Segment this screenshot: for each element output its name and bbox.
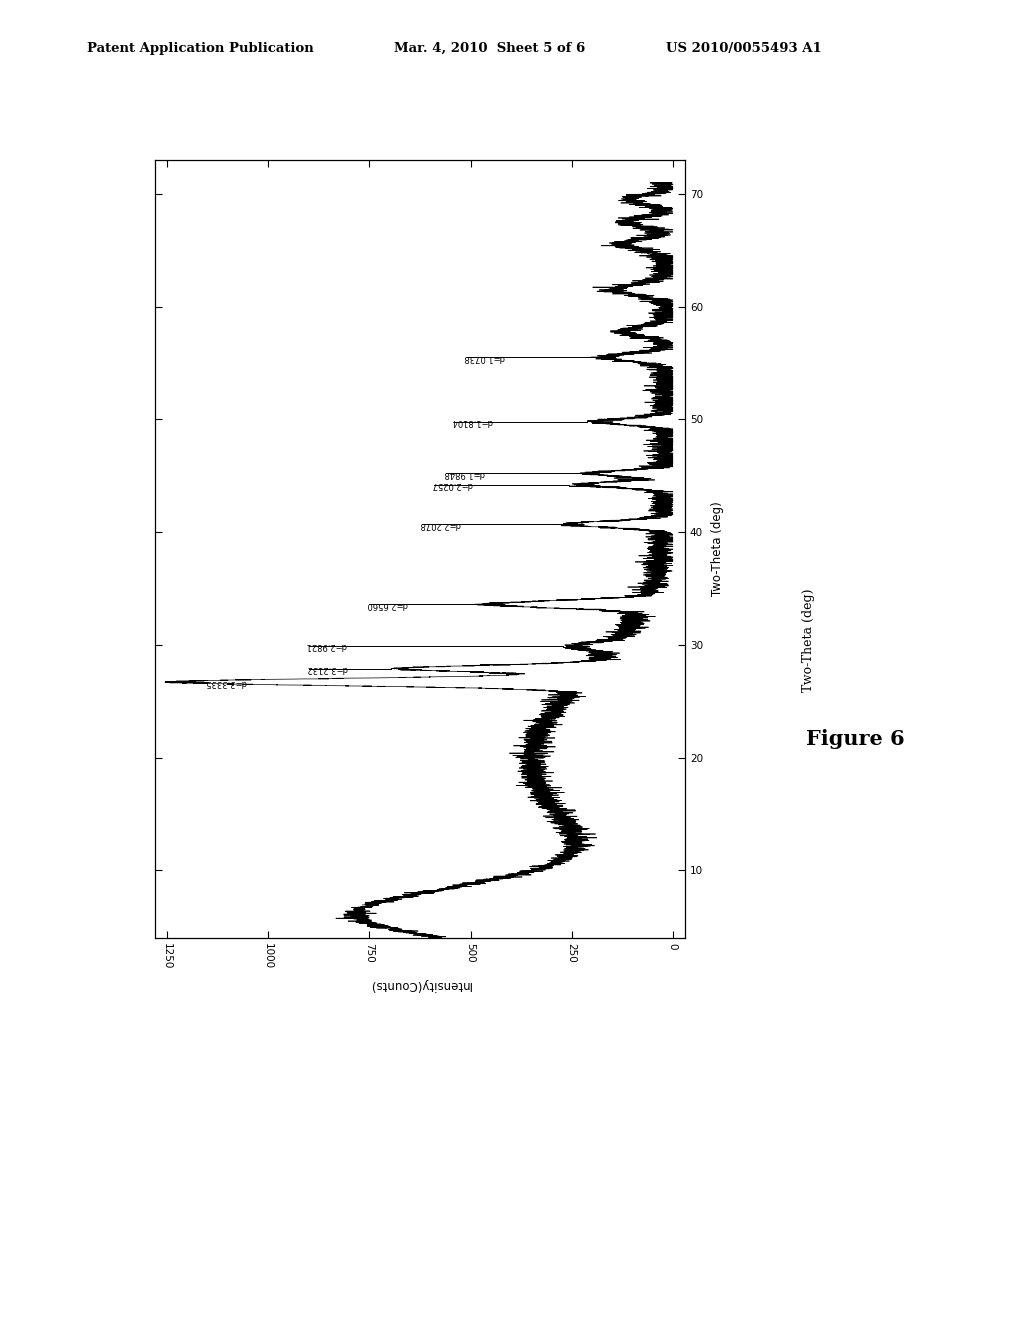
Text: Two-Theta (deg): Two-Theta (deg) <box>803 589 815 692</box>
Text: d=1.0738: d=1.0738 <box>463 352 505 362</box>
Text: US 2010/0055493 A1: US 2010/0055493 A1 <box>666 42 821 55</box>
Text: Patent Application Publication: Patent Application Publication <box>87 42 313 55</box>
Text: Mar. 4, 2010  Sheet 5 of 6: Mar. 4, 2010 Sheet 5 of 6 <box>394 42 586 55</box>
Y-axis label: Two-Theta (deg): Two-Theta (deg) <box>712 502 724 597</box>
Text: d=1.9848: d=1.9848 <box>443 469 484 478</box>
Text: Figure 6: Figure 6 <box>806 729 904 750</box>
Text: d=2.0257: d=2.0257 <box>431 480 472 490</box>
Text: d=1.8104: d=1.8104 <box>452 417 493 426</box>
Text: d=3.2132: d=3.2132 <box>305 664 347 673</box>
Text: d=2.2078: d=2.2078 <box>419 520 460 529</box>
X-axis label: Intensity(Counts): Intensity(Counts) <box>369 978 471 990</box>
Text: d=3.3335: d=3.3335 <box>205 677 246 686</box>
Text: d=2.9821: d=2.9821 <box>305 642 347 651</box>
Text: d=2.6560: d=2.6560 <box>367 599 408 609</box>
